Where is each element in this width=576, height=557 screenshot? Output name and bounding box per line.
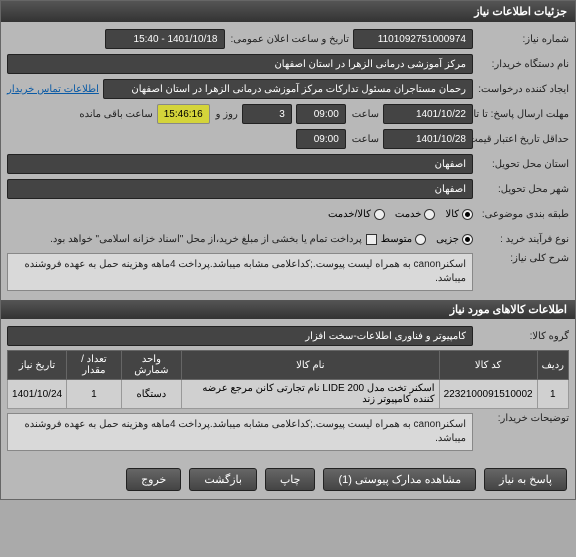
reply-date-field: 1401/10/22 <box>383 104 473 124</box>
print-button[interactable]: چاپ <box>265 468 316 491</box>
days-label: روز و <box>214 109 238 120</box>
items-header: اطلاعات کالاهای مورد نیاز <box>1 300 575 319</box>
col-date: تاریخ نیاز <box>8 351 67 380</box>
radio-motavasset-label: متوسط <box>381 234 412 245</box>
reply-deadline-label: مهلت ارسال پاسخ: تا تاریخ: <box>477 109 569 120</box>
col-code: کد کالا <box>439 351 537 380</box>
items-table: ردیف کد کالا نام کالا واحد شمارش تعداد /… <box>7 350 569 409</box>
radio-dot-icon <box>374 209 385 220</box>
radio-dot-icon <box>424 209 435 220</box>
category-label: طبقه بندی موضوعی: <box>477 209 569 220</box>
items-title: اطلاعات کالاهای مورد نیاز <box>450 304 567 316</box>
radio-dot-icon <box>462 234 473 245</box>
cell-row: 1 <box>537 380 568 409</box>
days-count-field: 3 <box>242 104 292 124</box>
col-unit: واحد شمارش <box>121 351 181 380</box>
desc-box: اسکنرcanon به همراه لیست پیوست.;کداعلامی… <box>7 253 473 291</box>
radio-khadamat-label: خدمت <box>395 209 422 220</box>
price-time-field: 09:00 <box>296 129 346 149</box>
cell-qty: 1 <box>67 380 122 409</box>
panel-title: جزئیات اطلاعات نیاز <box>474 6 567 18</box>
table-row: 1 2232100091510002 اسکنر تخت مدل LIDE 20… <box>8 380 569 409</box>
desc-label: شرح کلی نیاز: <box>477 253 569 264</box>
cell-name: اسکنر تخت مدل LIDE 200 نام تجارتی کانن م… <box>182 380 440 409</box>
reply-time-field: 09:00 <box>296 104 346 124</box>
time-label-2: ساعت <box>350 134 379 145</box>
items-area: گروه کالا: کامپیوتر و فناوری اطلاعات-سخت… <box>1 319 575 460</box>
attachments-button[interactable]: مشاهده مدارک پیوستی (1) <box>323 468 476 491</box>
radio-motavasset[interactable]: متوسط <box>381 234 426 245</box>
panel-header: جزئیات اطلاعات نیاز <box>1 1 575 22</box>
radio-both[interactable]: کالا/خدمت <box>328 209 385 220</box>
cell-date: 1401/10/24 <box>8 380 67 409</box>
purchase-type-label: نوع فرآیند خرید : <box>477 234 569 245</box>
price-valid-label: حداقل تاریخ اعتبار قیمت: تا تاریخ: <box>477 134 569 145</box>
radio-khadamat[interactable]: خدمت <box>395 209 436 220</box>
buyer-note-label: توضیحات خریدار: <box>477 413 569 424</box>
payment-checkbox[interactable] <box>366 234 377 245</box>
group-label: گروه کالا: <box>477 331 569 342</box>
price-date-field: 1401/10/28 <box>383 129 473 149</box>
radio-jozei[interactable]: جزیی <box>436 234 473 245</box>
remaining-label: ساعت باقی مانده <box>77 109 152 120</box>
col-row: ردیف <box>537 351 568 380</box>
contact-link[interactable]: اطلاعات تماس خریدار <box>7 84 99 95</box>
buyer-note-box: اسکنرcanon به همراه لیست پیوست.;کداعلامی… <box>7 413 473 451</box>
radio-kala[interactable]: کالا <box>445 209 473 220</box>
need-no-label: شماره نیاز: <box>477 34 569 45</box>
cell-code: 2232100091510002 <box>439 380 537 409</box>
delivery-city-label: شهر محل تحویل: <box>477 184 569 195</box>
footer-buttons: پاسخ به نیاز مشاهده مدارک پیوستی (1) چاپ… <box>1 460 575 499</box>
back-button[interactable]: بازگشت <box>189 468 257 491</box>
form-area: شماره نیاز: 1101092751000974 تاریخ و ساع… <box>1 22 575 300</box>
details-panel: جزئیات اطلاعات نیاز شماره نیاز: 11010927… <box>0 0 576 500</box>
need-no-field: 1101092751000974 <box>353 29 473 49</box>
radio-kala-label: کالا <box>445 209 459 220</box>
exit-button[interactable]: خروج <box>126 468 181 491</box>
announce-field: 1401/10/18 - 15:40 <box>105 29 225 49</box>
announce-label: تاریخ و ساعت اعلان عمومی: <box>229 34 350 45</box>
delivery-place-field: اصفهان <box>7 154 473 174</box>
radio-dot-icon <box>462 209 473 220</box>
delivery-city-field: اصفهان <box>7 179 473 199</box>
group-field: کامپیوتر و فناوری اطلاعات-سخت افزار <box>7 326 473 346</box>
delivery-place-label: استان محل تحویل: <box>477 159 569 170</box>
time-label-1: ساعت <box>350 109 379 120</box>
buyer-label: نام دستگاه خریدار: <box>477 59 569 70</box>
requester-label: ایجاد کننده درخواست: <box>477 84 569 95</box>
col-name: نام کالا <box>182 351 440 380</box>
remaining-time-badge: 15:46:16 <box>157 104 210 124</box>
requester-field: رحمان مستاجران مسئول تدارکات مرکز آموزشی… <box>103 79 473 99</box>
col-qty: تعداد / مقدار <box>67 351 122 380</box>
radio-dot-icon <box>415 234 426 245</box>
reply-button[interactable]: پاسخ به نیاز <box>484 468 567 491</box>
radio-both-label: کالا/خدمت <box>328 209 371 220</box>
payment-note: پرداخت تمام یا بخشی از مبلغ خرید،از محل … <box>48 234 362 245</box>
purchase-radio-group: جزیی متوسط <box>381 234 473 245</box>
category-radio-group: کالا خدمت کالا/خدمت <box>328 209 473 220</box>
cell-unit: دستگاه <box>121 380 181 409</box>
radio-jozei-label: جزیی <box>436 234 459 245</box>
buyer-field: مرکز آموزشی درمانی الزهرا در استان اصفها… <box>7 54 473 74</box>
